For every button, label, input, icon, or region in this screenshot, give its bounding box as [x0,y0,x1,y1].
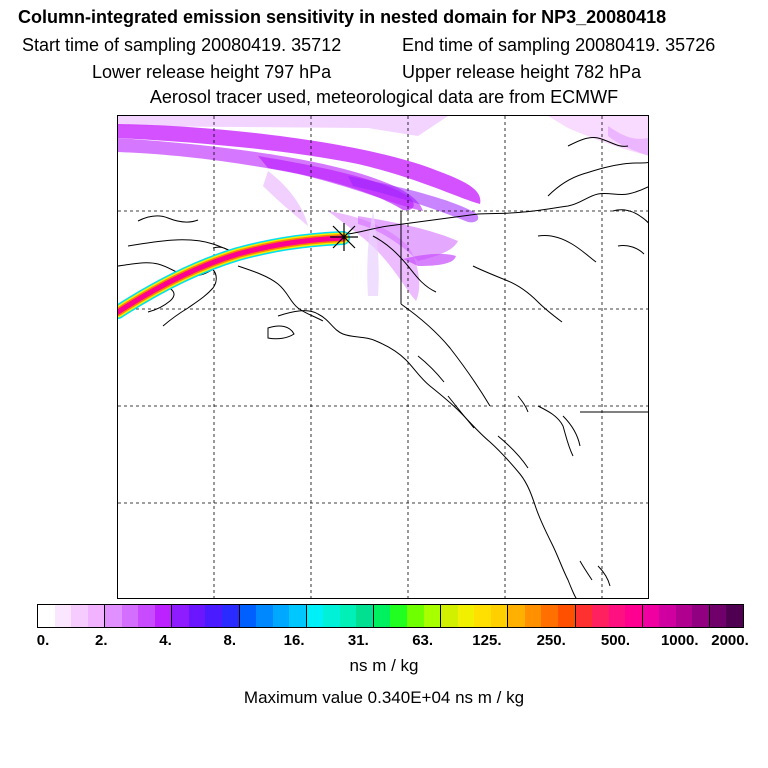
colorbar-segment [54,605,72,627]
colorbar [37,604,744,628]
colorbar-segment [709,605,727,627]
colorbar-segment [105,605,122,627]
colorbar-segment [138,605,155,627]
colorbar-tick-label: 125. [472,632,502,649]
colorbar-segment [188,605,206,627]
colorbar-segment [38,605,55,627]
colorbar-tick-label: 2000. [711,632,749,649]
colorbar-segment [390,605,408,627]
colorbar-tick-label: 31. [347,632,369,649]
colorbar-segment [306,605,324,627]
lower-release-height: Lower release height 797 hPa [92,62,332,82]
colorbar-segment [441,605,458,627]
colorbar-segment [608,605,626,627]
colorbar-segment [524,605,542,627]
colorbar-tick-label: 63. [412,632,434,649]
colorbar-tick-label: 16. [283,632,305,649]
colorbar-tick-label: 4. [159,632,172,649]
colorbar-segment [642,605,660,627]
colorbar-segment [87,605,106,627]
colorbar-segment [356,605,374,627]
colorbar-segment [557,605,576,627]
colorbar-tick-label: 500. [600,632,631,649]
colorbar-segment [541,605,558,627]
upper-release-height: Upper release height 782 hPa [402,62,642,82]
colorbar-unit: ns m / kg [349,656,419,675]
colorbar-segment [575,605,593,627]
colorbar-segment [474,605,491,627]
colorbar-segment [71,605,88,627]
start-time: Start time of sampling 20080419. 35712 [22,35,342,55]
borders [400,211,648,413]
colorbar-segment [205,605,223,627]
lat-lon-grid [118,116,648,598]
colorbar-segment [692,605,710,627]
colorbar-segment [423,605,442,627]
colorbar-segment [256,605,273,627]
colorbar-segment [675,605,693,627]
flight-track [118,231,350,319]
colorbar-segment [121,605,139,627]
plot-title: Column-integrated emission sensitivity i… [18,7,667,27]
colorbar-segment [726,605,743,627]
colorbar-segment [592,605,609,627]
colorbar-tick-label: 1000. [660,632,699,649]
map-svg [118,116,648,598]
release-point-icon [330,223,358,251]
colorbar-segment [659,605,676,627]
colorbar-segment [323,605,340,627]
colorbar-segment [457,605,475,627]
colorbar-tick-label: 0. [36,632,50,649]
colorbar-segment [490,605,509,627]
colorbar-segment [154,605,173,627]
coastlines [118,137,648,598]
colorbar-segment [373,605,391,627]
colorbar-segment [407,605,424,627]
map-panel [117,115,649,599]
end-time: End time of sampling 20080419. 35726 [402,35,716,55]
colorbar-segment [272,605,290,627]
tracer-info: Aerosol tracer used, meteorological data… [149,87,619,107]
colorbar-segment [508,605,525,627]
colorbar-segment [625,605,643,627]
colorbar-tick-label: 250. [536,632,566,649]
colorbar-segment [222,605,240,627]
colorbar-segment [339,605,357,627]
colorbar-segment [239,605,257,627]
colorbar-tick-labels: 0. 2. 4. 8. 16. 31. 63. 125. 250. 500. 1000. 2000. [0,632,768,654]
colorbar-tick-label: 8. [223,632,237,649]
colorbar-segment [289,605,307,627]
colorbar-tick-label: 2. [95,632,108,649]
colorbar-segment [172,605,189,627]
max-value-text: Maximum value 0.340E+04 ns m / kg [243,688,525,707]
